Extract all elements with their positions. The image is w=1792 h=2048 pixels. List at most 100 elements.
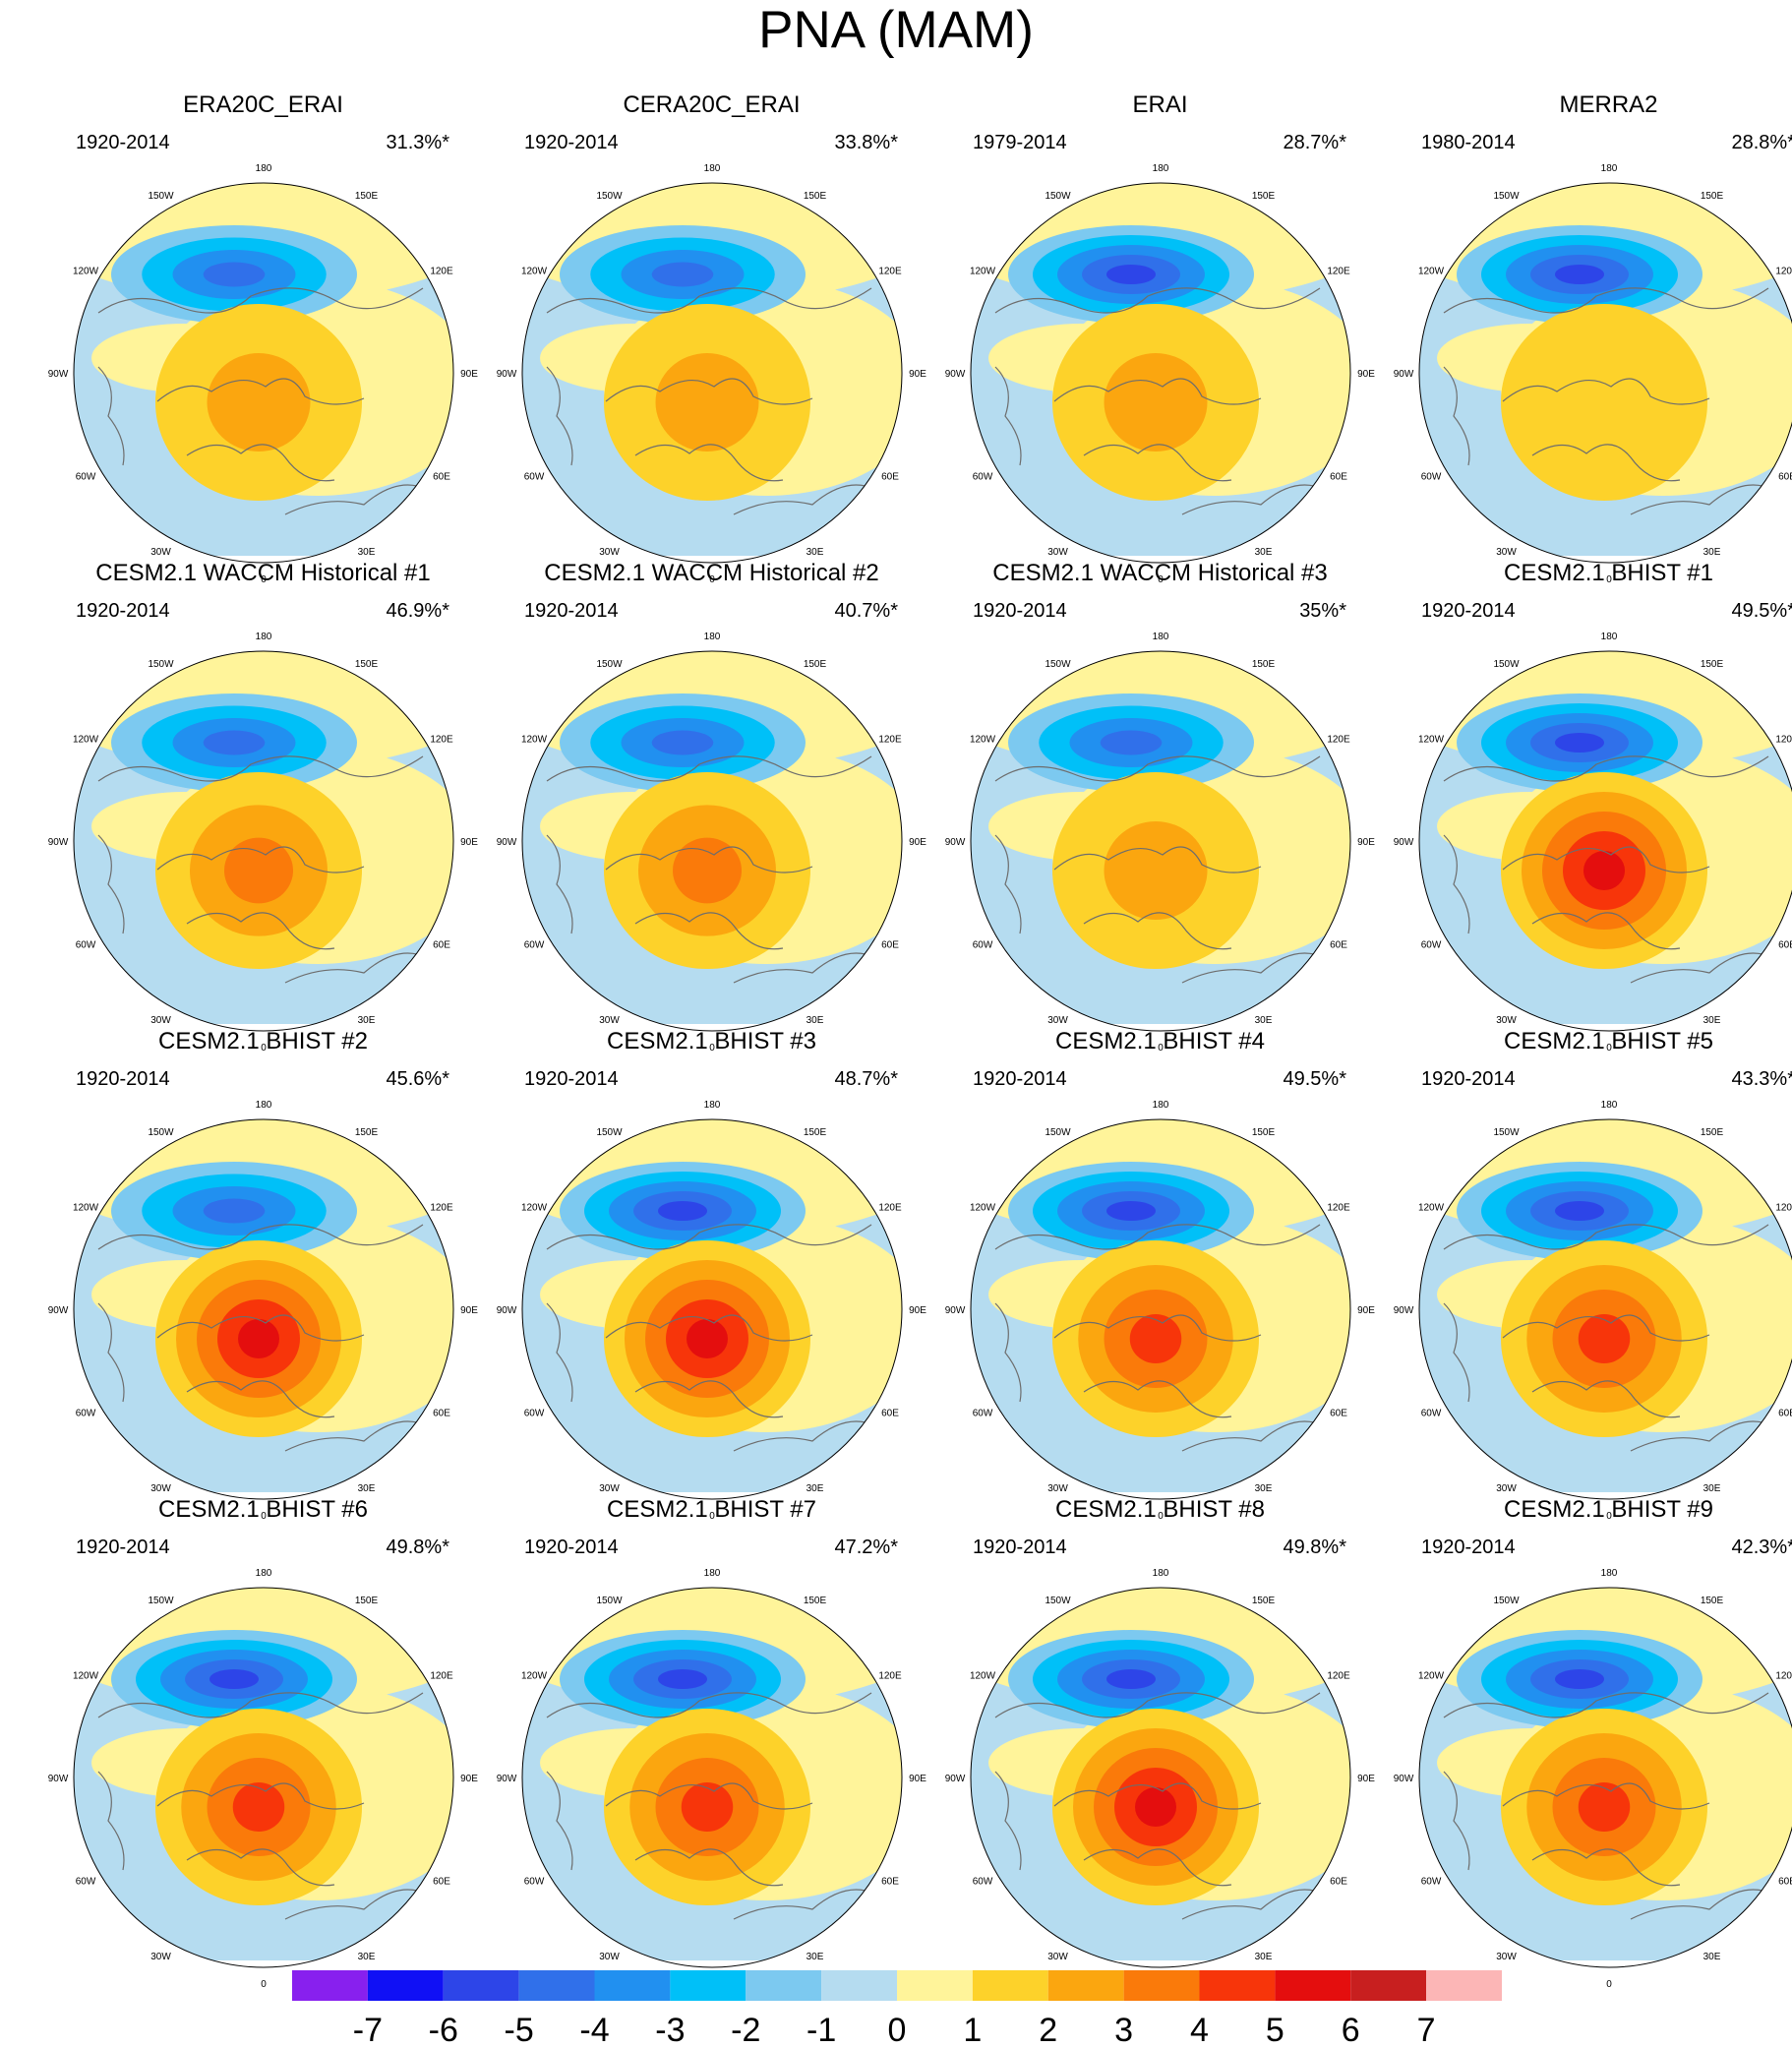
longitude-label: 90W xyxy=(945,1305,966,1316)
longitude-label: 90E xyxy=(1357,1305,1375,1316)
longitude-label: 30W xyxy=(150,1952,171,1962)
longitude-label: 150E xyxy=(1252,191,1276,202)
longitude-label: 90W xyxy=(48,1305,69,1316)
panel-period: 1920-2014 xyxy=(76,600,170,622)
positive-contour xyxy=(232,1782,285,1832)
coastline xyxy=(994,755,1321,782)
longitude-label: 120W xyxy=(970,1203,996,1214)
longitude-label: 60W xyxy=(973,472,993,483)
coastlines xyxy=(546,755,877,984)
colorbar-swatch xyxy=(1275,1970,1351,2001)
coastline xyxy=(605,1314,813,1342)
longitude-label: 30W xyxy=(599,547,620,558)
longitude-label: 120E xyxy=(1775,1203,1792,1214)
longitude-label: 180 xyxy=(1601,632,1618,642)
map-border xyxy=(1418,1587,1792,1968)
longitude-label: 30E xyxy=(1255,1015,1273,1026)
longitude-label: 150W xyxy=(148,1127,174,1138)
longitude-label: 0 xyxy=(1158,574,1164,585)
longitude-label: 120E xyxy=(878,1671,902,1682)
longitude-label: 90W xyxy=(1394,1774,1414,1784)
longitude-label: 60E xyxy=(433,1877,450,1888)
colorbar-swatch xyxy=(443,1970,519,2001)
coastline xyxy=(97,287,424,314)
longitude-label: 90E xyxy=(460,1305,478,1316)
coastline xyxy=(1630,1420,1774,1452)
longitude-label: 180 xyxy=(704,163,721,174)
longitude-label: 120E xyxy=(430,1671,453,1682)
longitude-label: 150E xyxy=(355,659,379,670)
coastline xyxy=(1531,1848,1681,1887)
longitude-label: 90W xyxy=(945,369,966,380)
longitude-label: 90W xyxy=(497,1305,517,1316)
coastline xyxy=(1443,755,1769,782)
longitude-label: 150E xyxy=(1252,1596,1276,1606)
longitude-label: 150W xyxy=(596,659,623,670)
coastline xyxy=(186,1380,335,1418)
longitude-label: 30E xyxy=(806,1015,824,1026)
colorbar-tick-label: -4 xyxy=(579,2012,609,2048)
longitude-label: 30E xyxy=(358,1483,376,1494)
coastlines xyxy=(1443,1224,1774,1452)
longitude-label: 120W xyxy=(1418,267,1445,277)
polar-map: 180 150E 120E 90E 60E 30E 0 30W 60W 90W 120W 150W xyxy=(497,632,927,1054)
coastline xyxy=(733,484,877,515)
negative-contour xyxy=(651,262,714,287)
longitude-label: 30W xyxy=(1047,1483,1068,1494)
coastlines xyxy=(97,287,429,515)
coastline xyxy=(634,1380,784,1418)
coastline xyxy=(605,1782,813,1810)
longitude-label: 30E xyxy=(1703,1952,1721,1962)
longitude-label: 120W xyxy=(1418,1671,1445,1682)
polar-map: 180 150E 120E 90E 60E 30E 0 30W 60W 90W 120W 150W xyxy=(48,1568,479,1990)
coastline xyxy=(1053,846,1262,873)
coastline xyxy=(156,1314,365,1342)
coastline xyxy=(634,1848,784,1887)
longitude-label: 120E xyxy=(1775,735,1792,746)
map-panel: CESM2.1 BHIST #4 1920-2014 49.5%* 180 150E 12… xyxy=(936,1030,1384,1523)
coastline xyxy=(186,912,335,950)
longitude-label: 120E xyxy=(430,267,453,277)
longitude-label: 30E xyxy=(806,1952,824,1962)
longitude-label: 30E xyxy=(1703,1015,1721,1026)
coastline xyxy=(605,846,813,873)
longitude-label: 0 xyxy=(261,1979,267,1990)
coastline xyxy=(546,755,872,782)
longitude-label: 90E xyxy=(460,369,478,380)
map-panel: CESM2.1 BHIST #8 1920-2014 49.8%* 180 150E 12… xyxy=(936,1498,1384,1991)
panel-period: 1920-2014 xyxy=(1421,600,1516,622)
map-border xyxy=(970,182,1351,564)
coastline xyxy=(284,484,429,515)
coastline xyxy=(284,952,429,984)
longitude-label: 180 xyxy=(1601,163,1618,174)
map-border xyxy=(1418,182,1792,564)
polar-map: 180 150E 120E 90E 60E 30E 0 30W 60W 90W 120W 150W xyxy=(945,632,1376,1054)
map-panel: CESM2.1 BHIST #9 1920-2014 42.3%* 180 150E 12… xyxy=(1385,1498,1792,1990)
panel-title: CESM2.1 WACCM Historical #1 xyxy=(95,560,431,586)
colorbar-tick-label: -7 xyxy=(353,2012,383,2048)
longitude-label: 90E xyxy=(1357,1774,1375,1784)
coastline xyxy=(1053,378,1262,405)
longitude-label: 60E xyxy=(1778,940,1792,951)
longitude-label: 120W xyxy=(1418,735,1445,746)
longitude-label: 150E xyxy=(1252,1127,1276,1138)
negative-contour xyxy=(1555,1201,1604,1221)
coastline xyxy=(1083,444,1232,482)
longitude-label: 120E xyxy=(1327,1671,1350,1682)
panel-variance: 31.3%* xyxy=(386,132,450,153)
longitude-label: 180 xyxy=(1153,1100,1169,1111)
longitude-label: 120E xyxy=(430,1203,453,1214)
map-field xyxy=(74,1119,453,1492)
colorbar-tick-label: 7 xyxy=(1417,2012,1436,2048)
longitude-label: 30W xyxy=(1047,547,1068,558)
coastline xyxy=(97,1224,424,1250)
panel-title: CESM2.1 WACCM Historical #2 xyxy=(544,560,879,586)
coastline xyxy=(546,287,872,314)
coastline xyxy=(1443,834,1470,934)
polar-map: 180 150E 120E 90E 60E 30E 0 30W 60W 90W 120W 150W xyxy=(945,1100,1376,1522)
longitude-label: 0 xyxy=(1606,1043,1612,1054)
longitude-label: 120W xyxy=(970,735,996,746)
coastline xyxy=(994,287,1321,314)
longitude-label: 60E xyxy=(1778,472,1792,483)
coastline xyxy=(1083,1380,1232,1418)
